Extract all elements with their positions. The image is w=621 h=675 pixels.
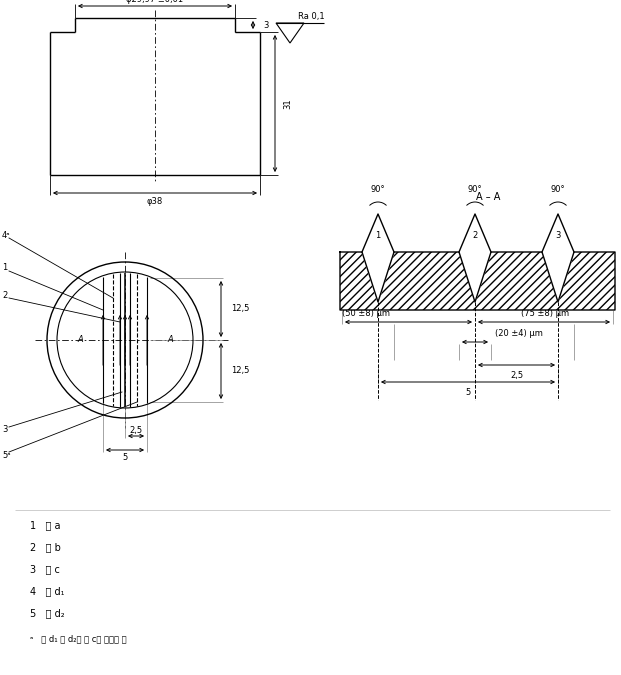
Text: 5: 5 [122, 452, 128, 462]
Text: φ38: φ38 [147, 196, 163, 205]
Polygon shape [362, 252, 394, 302]
Text: 2,5: 2,5 [510, 371, 523, 380]
Text: 5ᵃ: 5ᵃ [2, 450, 11, 460]
Polygon shape [542, 252, 574, 302]
Text: (50 ±8) μm: (50 ±8) μm [342, 309, 390, 318]
Text: 2,5: 2,5 [129, 425, 143, 435]
Text: Ra 0,1: Ra 0,1 [298, 13, 325, 22]
Text: 2: 2 [2, 290, 7, 300]
Polygon shape [459, 252, 491, 302]
Text: 1   선 a: 1 선 a [30, 520, 60, 530]
Bar [340, 252, 615, 310]
Text: 12,5: 12,5 [231, 304, 250, 313]
Text: 4ᵃ: 4ᵃ [2, 230, 11, 240]
Text: 2   선 b: 2 선 b [30, 542, 61, 552]
Text: (75 ±8) μm: (75 ±8) μm [521, 309, 569, 318]
Text: 3   선 c: 3 선 c [30, 564, 60, 574]
Text: 1: 1 [375, 230, 381, 240]
Text: 4   선 d₁: 4 선 d₁ [30, 586, 65, 596]
Text: (20 ±4) μm: (20 ±4) μm [495, 329, 543, 338]
Text: 5   선 d₂: 5 선 d₂ [30, 608, 65, 618]
Text: 2: 2 [473, 230, 478, 240]
Text: ᵃ   선 d₁ 및 d₂는 선 c와 동일한 폭: ᵃ 선 d₁ 및 d₂는 선 c와 동일한 폭 [30, 634, 127, 643]
Text: A – A: A – A [476, 192, 500, 202]
Text: 3: 3 [2, 425, 7, 435]
Text: 3: 3 [263, 20, 268, 30]
Text: 31: 31 [283, 98, 292, 109]
Text: 3: 3 [555, 230, 561, 240]
Text: 12,5: 12,5 [231, 367, 250, 375]
Text: A: A [77, 335, 83, 344]
Text: φ29,97 ±0,01: φ29,97 ±0,01 [127, 0, 184, 5]
Text: 1: 1 [2, 263, 7, 273]
Polygon shape [340, 252, 615, 310]
Text: A: A [167, 335, 173, 344]
Text: 90°: 90° [551, 185, 565, 194]
Text: 90°: 90° [371, 185, 385, 194]
Text: 5: 5 [465, 388, 471, 397]
Text: 90°: 90° [468, 185, 483, 194]
